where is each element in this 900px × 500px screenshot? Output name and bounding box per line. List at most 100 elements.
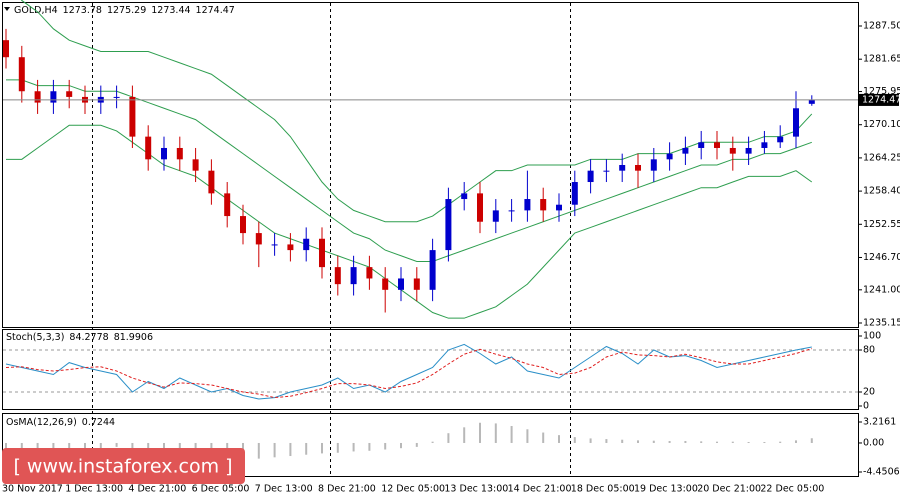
y-tick-label: 1264.25 [863,152,900,163]
candle-body [619,165,626,171]
candle-body [161,147,167,160]
histogram-bar [131,442,134,450]
x-tick-label: 12 Dec 05:00 [381,484,445,495]
y-tick-label: 1270.10 [863,119,900,130]
stoch-panel [2,329,859,410]
candle-body [777,136,784,143]
y-tick-label: 0.00 [863,437,884,448]
y-tick-label: 1241.00 [863,284,900,295]
histogram-bar [431,441,434,443]
histogram-bar [731,441,734,443]
watermark-box [2,448,245,484]
watermark: [ www.instaforex.com ] [13,456,232,478]
histogram-bar [368,442,371,451]
y-tick-label: 1252.55 [863,219,900,230]
candle-body [524,199,531,211]
x-tick-label: 20 Dec 21:00 [697,484,761,495]
candle-body [461,193,468,200]
header-value: 1274.47 [196,5,235,16]
x-tick-label: 6 Dec 05:00 [192,484,250,495]
histogram-bar [273,442,276,458]
histogram-bar [637,440,639,443]
histogram-bar [5,442,7,450]
y-tick-label: 3.2161 [863,417,896,428]
candle-body [745,147,752,154]
histogram-bar [321,442,323,454]
histogram-bar [479,422,481,443]
candle-body [650,159,657,171]
histogram-bar [384,442,387,450]
histogram-bar [305,442,308,455]
header-value: 81.9906 [114,332,153,343]
candle-body [303,238,310,251]
header-value: 1273.78 [63,5,102,16]
current-price: 1274.47 [862,94,900,105]
candle-body [761,142,768,148]
y-tick-label: 20 [863,387,875,398]
candle-body [635,165,641,171]
candle-body [382,278,389,290]
x-tick-label: 8 Dec 21:00 [318,484,376,495]
header-value: 84.2778 [69,332,108,343]
candle-body [603,170,610,172]
candle-body [808,99,815,104]
histogram-bar [257,442,260,459]
histogram-bar [795,440,797,443]
candle-body [18,57,25,92]
histogram-bar [668,441,671,443]
x-tick-label: 7 Dec 13:00 [255,484,313,495]
band-lower [6,124,813,319]
panel-header: Stoch(5,3,3) 84.2778 81.9906 [6,332,153,343]
candle-body [587,170,594,183]
candle-body [3,40,9,58]
candle-body [271,244,278,246]
candle-body [34,91,41,103]
candle-body [287,244,294,251]
y-tick-label: 1281.65 [863,54,900,65]
histogram-bar [52,442,55,453]
histogram-bar [36,442,39,453]
histogram-bar [684,441,687,443]
histogram-bar [526,429,529,443]
histogram-bar [336,442,339,453]
y-tick-label: 1287.50 [863,20,900,31]
candle-body [113,96,120,98]
header-value: 1275.29 [107,5,146,16]
panel-header: OsMA(12,26,9) 0.7244 [6,417,115,428]
y-tick-label: 80 [863,345,875,356]
candle-body [192,159,199,171]
candle-body [413,278,420,290]
candle-body [319,238,325,268]
y-tick-label: 0 [863,401,869,412]
histogram-bar [558,435,560,443]
osma-panel [2,413,859,477]
candle-body [176,147,183,160]
candle-body [793,108,799,137]
candle-body [729,147,736,154]
candle-body [350,267,357,285]
candle-body [129,96,136,137]
candle-body [145,136,152,160]
y-tick-label: 100 [863,331,881,342]
symbol: Stoch(5,3,3) [6,332,64,343]
candle-body [366,267,373,279]
candle-body [398,278,404,290]
histogram-bar [747,441,750,443]
histogram-bar [810,438,813,443]
candle-body [556,204,562,211]
histogram-bar [289,442,292,457]
candle-body [208,170,215,194]
histogram-bar [463,427,466,443]
x-tick-label: 18 Dec 05:00 [571,484,635,495]
candle-body [477,193,483,222]
x-tick-label: 19 Dec 13:00 [634,484,698,495]
symbol: OsMA(12,26,9) [6,417,77,428]
header-value: 0.7244 [82,417,115,428]
histogram-bar [605,439,608,443]
candle-body [540,199,547,211]
candle-body [429,250,436,290]
candle-body [571,182,578,205]
histogram-bar [589,438,592,443]
header-value: 1273.44 [151,5,190,16]
histogram-bar [115,442,118,447]
